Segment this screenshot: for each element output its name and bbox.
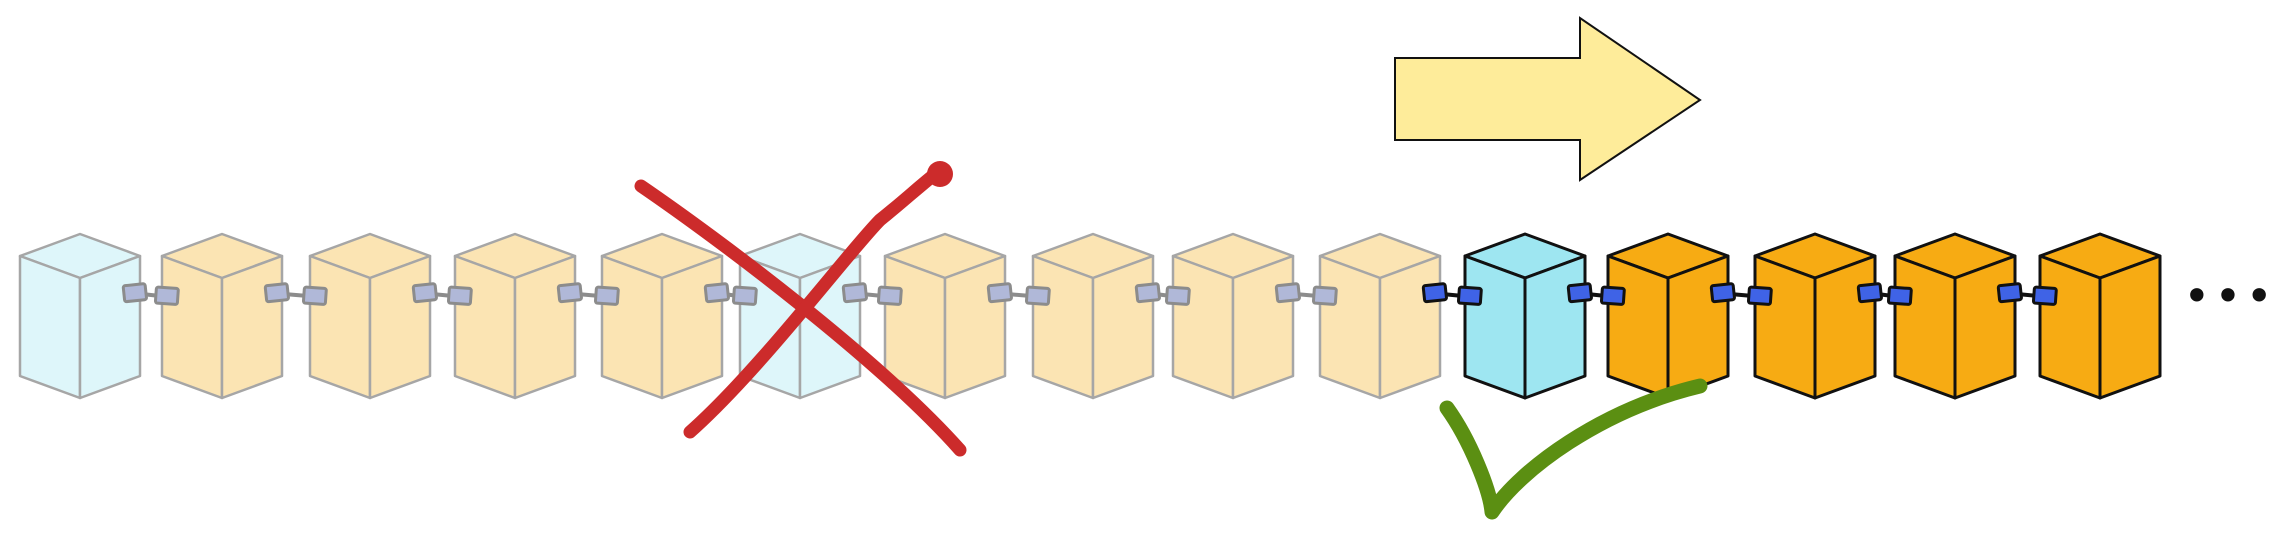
link-end-right xyxy=(876,285,903,306)
cube-right-face xyxy=(513,254,577,400)
chain-link-icon xyxy=(263,282,328,306)
genesis-block-11 xyxy=(1463,232,1587,400)
cube-right-face xyxy=(1523,254,1587,400)
chain-link-icon xyxy=(1709,282,1773,306)
cube-left-face xyxy=(1893,254,1957,400)
cross-blob xyxy=(927,161,953,187)
link-end-right xyxy=(301,285,328,306)
cube-right-face xyxy=(78,254,142,400)
cube-right-face xyxy=(220,254,284,400)
continuation-ellipsis: ••• xyxy=(2183,269,2276,323)
check-mark-icon xyxy=(1439,378,1708,520)
chain-links xyxy=(121,282,2058,306)
cube-left-face xyxy=(2038,254,2102,400)
link-end-left xyxy=(411,282,438,304)
block-8 xyxy=(1031,232,1155,400)
chain xyxy=(18,232,2162,400)
cube-left-face xyxy=(160,254,224,400)
cube-left-face xyxy=(308,254,372,400)
link-end-right xyxy=(593,285,620,306)
chain-link-icon xyxy=(1134,282,1191,306)
link-end-right xyxy=(1599,285,1626,306)
cube-right-face xyxy=(1813,254,1877,400)
block-4 xyxy=(453,232,577,400)
cube-left-face xyxy=(1463,254,1527,400)
chain-link-icon xyxy=(1274,282,1338,306)
cube-left-face xyxy=(1318,254,1382,400)
link-end-left xyxy=(1709,282,1736,304)
link-end-right xyxy=(446,285,473,306)
link-end-left xyxy=(986,282,1013,304)
link-end-left xyxy=(1274,282,1301,304)
cube-right-face xyxy=(1091,254,1155,400)
genesis-block-1 xyxy=(18,232,142,400)
link-end-right xyxy=(1164,285,1191,306)
link-end-right xyxy=(731,285,758,306)
block-13 xyxy=(1753,232,1877,400)
link-end-left xyxy=(841,282,868,304)
link-end-left xyxy=(1996,282,2023,304)
block-12 xyxy=(1606,232,1730,400)
link-end-left xyxy=(556,282,583,304)
cube-right-face xyxy=(660,254,724,400)
chain-link-icon xyxy=(986,282,1051,306)
link-end-left xyxy=(1421,282,1448,304)
chain-link-icon xyxy=(121,282,180,306)
link-end-left xyxy=(1566,282,1593,304)
cube-right-face xyxy=(2098,254,2162,400)
link-end-left xyxy=(263,282,290,304)
cube-left-face xyxy=(453,254,517,400)
block-3 xyxy=(308,232,432,400)
cube-right-face xyxy=(1231,254,1295,400)
block-14 xyxy=(1893,232,2017,400)
cube-left-face xyxy=(1753,254,1817,400)
block-9 xyxy=(1171,232,1295,400)
cube-right-face xyxy=(1378,254,1442,400)
link-end-right xyxy=(1311,285,1338,306)
link-end-right xyxy=(153,285,180,306)
chain-link-icon xyxy=(1421,282,1483,306)
link-end-right xyxy=(1886,285,1913,306)
cube-left-face xyxy=(1606,254,1670,400)
cross-mark-icon xyxy=(634,161,967,457)
chain-link-icon xyxy=(556,282,620,306)
link-end-left xyxy=(703,282,730,304)
cube-left-face xyxy=(1031,254,1095,400)
link-end-right xyxy=(1746,285,1773,306)
cube-right-face xyxy=(1666,254,1730,400)
chain-link-icon xyxy=(1566,282,1626,306)
cross-stroke-2 xyxy=(683,163,947,439)
chain-link-icon xyxy=(411,282,473,306)
right-arrow-icon xyxy=(1394,16,1702,182)
chain-link-icon xyxy=(841,282,903,306)
block-10 xyxy=(1318,232,1442,400)
link-end-right xyxy=(1024,285,1051,306)
link-end-left xyxy=(1134,282,1161,304)
chain-link-icon xyxy=(1856,282,1913,306)
block-7 xyxy=(883,232,1007,400)
link-end-right xyxy=(1456,285,1483,306)
chain-link-icon xyxy=(1996,282,2058,306)
link-end-left xyxy=(1856,282,1883,304)
link-end-right xyxy=(2031,285,2058,306)
chain-link-icon xyxy=(703,282,758,306)
block-5 xyxy=(600,232,724,400)
cube-right-face xyxy=(1953,254,2017,400)
cube-left-face xyxy=(1171,254,1235,400)
cube-right-face xyxy=(368,254,432,400)
block-2 xyxy=(160,232,284,400)
cube-left-face xyxy=(600,254,664,400)
link-end-left xyxy=(121,282,148,304)
cube-left-face xyxy=(18,254,82,400)
block-15 xyxy=(2038,232,2162,400)
cube-right-face xyxy=(943,254,1007,400)
